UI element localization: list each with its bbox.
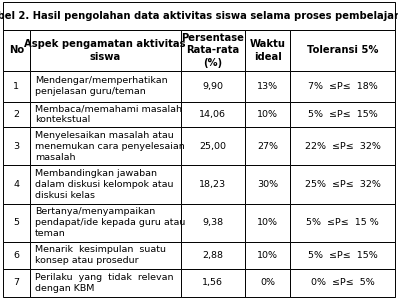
Bar xyxy=(30,242,181,269)
Text: 0%  ≤P≤  5%: 0% ≤P≤ 5% xyxy=(311,278,375,287)
Bar xyxy=(290,71,395,102)
Bar xyxy=(181,242,245,269)
Bar xyxy=(30,30,181,71)
Text: Waktu
ideal: Waktu ideal xyxy=(250,39,286,62)
Bar xyxy=(245,71,290,102)
Text: 5%  ≤P≤  15 %: 5% ≤P≤ 15 % xyxy=(306,218,379,227)
Bar xyxy=(290,242,395,269)
Bar xyxy=(245,204,290,242)
Bar xyxy=(181,204,245,242)
Bar xyxy=(3,71,30,102)
Text: 14,06: 14,06 xyxy=(199,110,226,119)
Text: 2: 2 xyxy=(13,110,20,119)
Bar xyxy=(245,30,290,71)
Text: 10%: 10% xyxy=(257,218,278,227)
Text: Persentase
Rata-rata
(%): Persentase Rata-rata (%) xyxy=(181,33,244,68)
Text: 30%: 30% xyxy=(257,180,278,189)
Text: 5%  ≤P≤  15%: 5% ≤P≤ 15% xyxy=(308,110,378,119)
Text: Membandingkan jawaban
dalam diskusi kelompok atau
diskusi kelas: Membandingkan jawaban dalam diskusi kelo… xyxy=(35,169,173,200)
Bar xyxy=(245,269,290,297)
Text: 3: 3 xyxy=(13,142,20,151)
Text: 2,88: 2,88 xyxy=(203,251,223,260)
Bar xyxy=(3,242,30,269)
Text: Tabel 2. Hasil pengolahan data aktivitas siswa selama proses pembelajaran: Tabel 2. Hasil pengolahan data aktivitas… xyxy=(0,11,398,21)
Bar xyxy=(290,269,395,297)
Text: Menyelesaikan masalah atau
menemukan cara penyelesaian
masalah: Menyelesaikan masalah atau menemukan car… xyxy=(35,131,184,162)
Text: 7: 7 xyxy=(13,278,20,287)
Bar xyxy=(181,269,245,297)
Text: 0%: 0% xyxy=(260,278,275,287)
Bar xyxy=(181,102,245,127)
Text: 18,23: 18,23 xyxy=(199,180,226,189)
Bar xyxy=(290,127,395,165)
Bar xyxy=(30,102,181,127)
Bar xyxy=(30,204,181,242)
Text: 5: 5 xyxy=(13,218,20,227)
Bar xyxy=(30,269,181,297)
Bar xyxy=(245,127,290,165)
Text: 25,00: 25,00 xyxy=(199,142,226,151)
Bar xyxy=(3,127,30,165)
Bar xyxy=(290,165,395,204)
Text: 5%  ≤P≤  15%: 5% ≤P≤ 15% xyxy=(308,251,378,260)
Bar xyxy=(290,30,395,71)
Bar xyxy=(3,204,30,242)
Text: Perilaku  yang  tidak  relevan
dengan KBM: Perilaku yang tidak relevan dengan KBM xyxy=(35,273,173,293)
Bar xyxy=(3,102,30,127)
Bar xyxy=(245,242,290,269)
Bar xyxy=(30,165,181,204)
Bar xyxy=(3,2,395,30)
Text: 10%: 10% xyxy=(257,110,278,119)
Bar xyxy=(245,165,290,204)
Bar xyxy=(181,165,245,204)
Text: 10%: 10% xyxy=(257,251,278,260)
Text: 7%  ≤P≤  18%: 7% ≤P≤ 18% xyxy=(308,82,378,91)
Text: 13%: 13% xyxy=(257,82,278,91)
Text: 22%  ≤P≤  32%: 22% ≤P≤ 32% xyxy=(305,142,380,151)
Text: 9,90: 9,90 xyxy=(203,82,223,91)
Bar xyxy=(30,71,181,102)
Text: Aspek pengamatan aktivitas
siswa: Aspek pengamatan aktivitas siswa xyxy=(24,39,186,62)
Text: 1: 1 xyxy=(13,82,20,91)
Bar xyxy=(290,204,395,242)
Text: Toleransi 5%: Toleransi 5% xyxy=(307,45,378,55)
Text: Mendengar/memperhatikan
penjelasan guru/teman: Mendengar/memperhatikan penjelasan guru/… xyxy=(35,76,167,96)
Bar xyxy=(3,165,30,204)
Text: 27%: 27% xyxy=(257,142,278,151)
Text: 6: 6 xyxy=(13,251,20,260)
Bar xyxy=(3,269,30,297)
Text: 25%  ≤P≤  32%: 25% ≤P≤ 32% xyxy=(305,180,380,189)
Text: 9,38: 9,38 xyxy=(202,218,224,227)
Bar xyxy=(181,71,245,102)
Bar xyxy=(3,30,30,71)
Bar xyxy=(245,102,290,127)
Text: Membaca/memahami masalah
kontekstual: Membaca/memahami masalah kontekstual xyxy=(35,104,181,124)
Bar xyxy=(181,30,245,71)
Text: 4: 4 xyxy=(13,180,20,189)
Text: Menarik  kesimpulan  suatu
konsep atau prosedur: Menarik kesimpulan suatu konsep atau pro… xyxy=(35,245,166,266)
Text: 1,56: 1,56 xyxy=(203,278,223,287)
Bar xyxy=(30,127,181,165)
Text: Bertanya/menyampaikan
pendapat/ide kepada guru atau
teman: Bertanya/menyampaikan pendapat/ide kepad… xyxy=(35,207,185,239)
Bar xyxy=(181,127,245,165)
Text: No: No xyxy=(9,45,24,55)
Bar xyxy=(290,102,395,127)
